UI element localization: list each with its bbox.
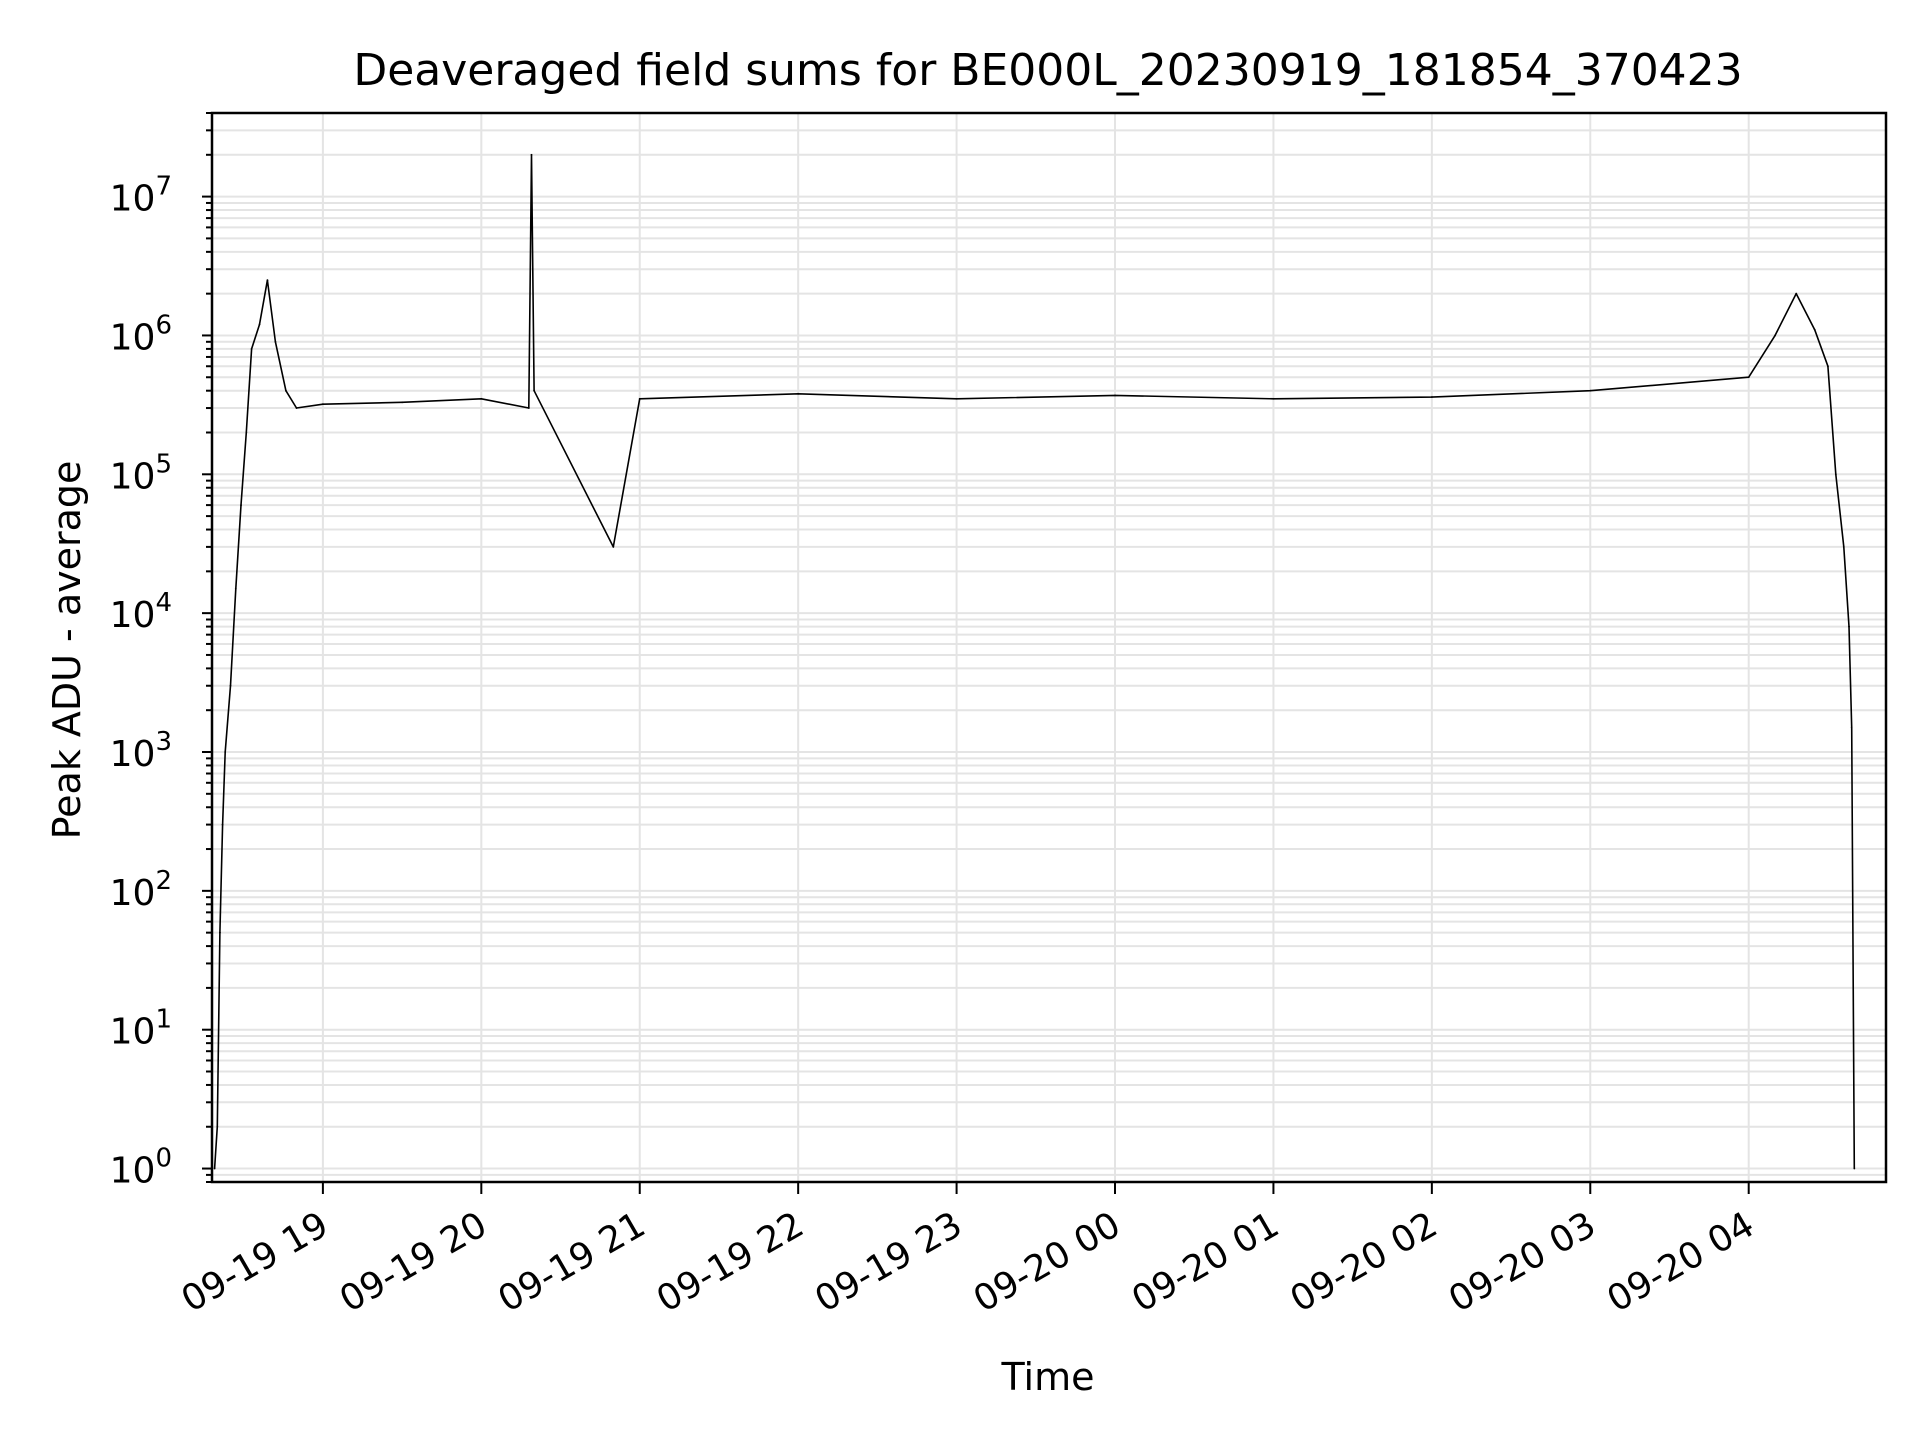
data-point (401, 401, 404, 404)
y-axis-label: Peak ADU - average (45, 461, 89, 840)
data-point (1272, 397, 1275, 400)
y-tick-label: 103 (110, 727, 172, 775)
data-point (1589, 389, 1592, 392)
data-point (234, 587, 237, 590)
data-point (612, 545, 615, 548)
data-point (224, 751, 227, 753)
data-point (216, 1125, 219, 1128)
y-tick-base: 10 (110, 456, 156, 497)
data-point (1774, 334, 1777, 337)
y-tick-label: 102 (110, 866, 172, 914)
data-point (321, 403, 324, 406)
y-tick-exponent: 3 (155, 727, 172, 757)
y-tick-exponent: 1 (155, 1005, 172, 1035)
data-point (221, 823, 224, 826)
y-tick-base: 10 (110, 1151, 156, 1192)
data-point (258, 323, 261, 326)
y-tick-label: 107 (110, 172, 172, 220)
y-tick-base: 10 (110, 317, 156, 358)
data-point (219, 931, 221, 934)
data-point (229, 684, 232, 687)
y-tick-exponent: 2 (155, 866, 172, 896)
chart-title: Deaveraged field sums for BE000L_2023091… (353, 45, 1742, 96)
x-axis-label: Time (1001, 1355, 1095, 1399)
y-tick-base: 10 (110, 179, 156, 220)
y-tick-label: 105 (110, 449, 172, 497)
data-point (955, 397, 958, 400)
y-tick-base: 10 (110, 734, 156, 775)
y-tick-label: 100 (110, 1144, 172, 1192)
data-point (530, 153, 533, 156)
data-point (1842, 545, 1845, 548)
y-tick-label: 101 (110, 1005, 172, 1053)
y-tick-label: 104 (110, 588, 172, 636)
y-tick-exponent: 0 (155, 1144, 172, 1174)
data-point (1853, 1167, 1856, 1170)
data-point (527, 407, 530, 409)
data-point (285, 389, 287, 392)
plot-frame (210, 111, 1888, 1184)
data-point (1430, 396, 1433, 398)
data-point (240, 504, 242, 506)
series-layer (213, 153, 1856, 1170)
y-tick-base: 10 (110, 595, 156, 636)
data-point (1747, 376, 1750, 379)
y-tick-exponent: 4 (155, 588, 172, 618)
data-point (1848, 625, 1850, 628)
y-tick-exponent: 6 (155, 310, 172, 340)
data-point (1850, 726, 1853, 729)
data-point (1827, 365, 1829, 368)
data-point (250, 348, 253, 350)
data-point (1813, 328, 1816, 331)
grid-layer (212, 112, 1886, 1183)
y-tick-label: 106 (110, 310, 172, 358)
y-tick-base: 10 (110, 873, 156, 914)
y-tick-base: 10 (110, 1012, 156, 1053)
data-point (213, 1167, 216, 1170)
data-point (295, 407, 298, 409)
data-point (266, 279, 269, 282)
data-point (797, 392, 800, 395)
data-point (638, 397, 641, 400)
data-point (480, 397, 483, 400)
data-point (245, 431, 248, 434)
data-point (274, 340, 277, 343)
y-tick-exponent: 7 (155, 172, 172, 202)
y-tick-exponent: 5 (155, 449, 172, 479)
data-point (533, 389, 536, 392)
data-point (1114, 394, 1116, 397)
data-point (1834, 473, 1837, 476)
data-point (1795, 292, 1798, 295)
